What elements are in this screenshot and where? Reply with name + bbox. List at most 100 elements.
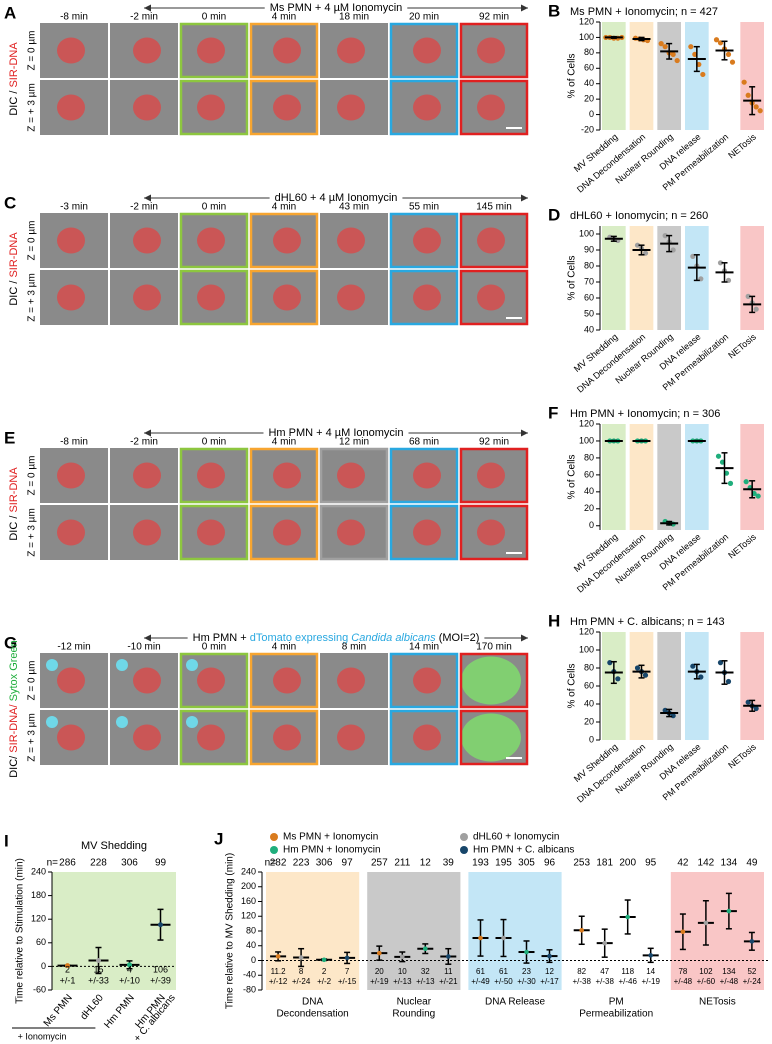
time-label: 68 min bbox=[409, 437, 439, 448]
time-label: 0 min bbox=[202, 642, 226, 653]
error-label: +/-2 bbox=[317, 977, 332, 986]
time-label: 12 min bbox=[339, 437, 369, 448]
point bbox=[579, 927, 584, 933]
x-tick-label: dHL60 bbox=[78, 992, 106, 1022]
n-value: 305 bbox=[518, 858, 535, 869]
point bbox=[547, 953, 552, 959]
panel-label: B bbox=[548, 1, 560, 20]
y-tick-label: -80 bbox=[243, 984, 256, 994]
y-tick-label: 120 bbox=[31, 914, 46, 924]
cell bbox=[197, 519, 225, 546]
y-tick-label: 0 bbox=[589, 520, 594, 530]
panel-label: E bbox=[4, 428, 15, 447]
n-value: 286 bbox=[59, 858, 76, 869]
time-label: -2 min bbox=[130, 202, 158, 213]
point bbox=[607, 660, 613, 666]
point bbox=[757, 108, 763, 114]
error-label: +/-24 bbox=[292, 977, 311, 986]
frame bbox=[249, 652, 319, 709]
point bbox=[725, 678, 732, 685]
y-tick-label: 240 bbox=[31, 866, 46, 876]
cell bbox=[57, 227, 85, 254]
band bbox=[685, 22, 709, 130]
value-label: 78 bbox=[678, 967, 687, 976]
y-tick-label: 50 bbox=[584, 308, 594, 318]
cell bbox=[197, 37, 225, 64]
band bbox=[685, 424, 709, 530]
point bbox=[729, 59, 736, 65]
band bbox=[629, 424, 654, 530]
cell bbox=[477, 37, 505, 64]
legend-label: dHL60 + Ionomycin bbox=[473, 832, 559, 843]
y-tick-label: 0 bbox=[589, 109, 594, 119]
arrow-head bbox=[521, 4, 528, 12]
y-axis-title: % of Cells bbox=[567, 53, 578, 98]
error-label: +/-13 bbox=[393, 977, 412, 986]
y-axis-title: Time relative to Stimulation (min) bbox=[15, 858, 26, 1004]
point bbox=[158, 922, 163, 928]
value-label: 12 bbox=[545, 967, 554, 976]
cell bbox=[273, 227, 301, 254]
frame bbox=[459, 269, 529, 326]
time-label: 170 min bbox=[476, 642, 512, 653]
cell bbox=[273, 94, 301, 121]
cell bbox=[133, 519, 161, 546]
point bbox=[662, 233, 668, 239]
error-label: +/-49 bbox=[471, 977, 490, 986]
cell bbox=[197, 94, 225, 121]
cell bbox=[57, 667, 85, 694]
n-value: 39 bbox=[443, 858, 455, 869]
value-label: 61 bbox=[499, 967, 508, 976]
side-label-part: DIC / bbox=[8, 278, 20, 306]
y-tick-label: 120 bbox=[579, 16, 594, 26]
point bbox=[501, 935, 506, 941]
side-label-part: SIR-DNA/ bbox=[8, 701, 20, 752]
panel-label: C bbox=[4, 193, 16, 212]
band bbox=[629, 632, 654, 740]
error-label: +/-19 bbox=[370, 977, 389, 986]
y-tick-label: 60 bbox=[584, 469, 594, 479]
value-label: 134 bbox=[722, 967, 736, 976]
point bbox=[749, 939, 755, 944]
row-label: Z = 0 µm bbox=[27, 456, 38, 496]
time-label: 92 min bbox=[479, 437, 509, 448]
frame bbox=[249, 269, 319, 326]
n-value: 195 bbox=[495, 858, 512, 869]
cell bbox=[337, 667, 365, 694]
cell bbox=[337, 462, 365, 489]
row-label: Z = 0 µm bbox=[27, 221, 38, 261]
n-value: 253 bbox=[573, 858, 590, 869]
arrow-head bbox=[144, 429, 151, 437]
point bbox=[688, 44, 694, 50]
error-label: +/-50 bbox=[494, 977, 513, 986]
cell bbox=[413, 227, 441, 254]
arrow-head bbox=[144, 634, 151, 642]
y-tick-label: 20 bbox=[584, 94, 594, 104]
cell bbox=[197, 284, 225, 311]
y-tick-label: 20 bbox=[584, 716, 594, 726]
n-value: 42 bbox=[677, 858, 689, 869]
frame bbox=[179, 447, 249, 504]
point bbox=[662, 44, 668, 50]
y-tick-label: 40 bbox=[584, 324, 594, 334]
cell bbox=[197, 227, 225, 254]
cell bbox=[461, 656, 521, 705]
point bbox=[321, 957, 327, 963]
n-value: 193 bbox=[472, 858, 489, 869]
band bbox=[468, 872, 562, 990]
point bbox=[741, 79, 747, 85]
row-label: Z = + 3 µm bbox=[27, 508, 38, 557]
band bbox=[367, 872, 461, 990]
yeast bbox=[116, 659, 128, 671]
x-tick-label: NETosis bbox=[726, 741, 758, 770]
time-label: -2 min bbox=[130, 12, 158, 23]
frame bbox=[389, 447, 459, 504]
x-tick-label: DNA Release bbox=[485, 997, 545, 1008]
value-label: 102 bbox=[699, 967, 713, 976]
point bbox=[298, 955, 304, 960]
value-label: 32 bbox=[421, 967, 430, 976]
point bbox=[648, 953, 653, 958]
n-value: 306 bbox=[316, 858, 333, 869]
y-tick-label: 160 bbox=[241, 896, 256, 906]
